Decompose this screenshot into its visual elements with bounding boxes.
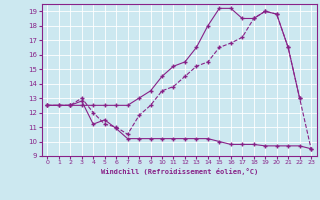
X-axis label: Windchill (Refroidissement éolien,°C): Windchill (Refroidissement éolien,°C) — [100, 168, 258, 175]
